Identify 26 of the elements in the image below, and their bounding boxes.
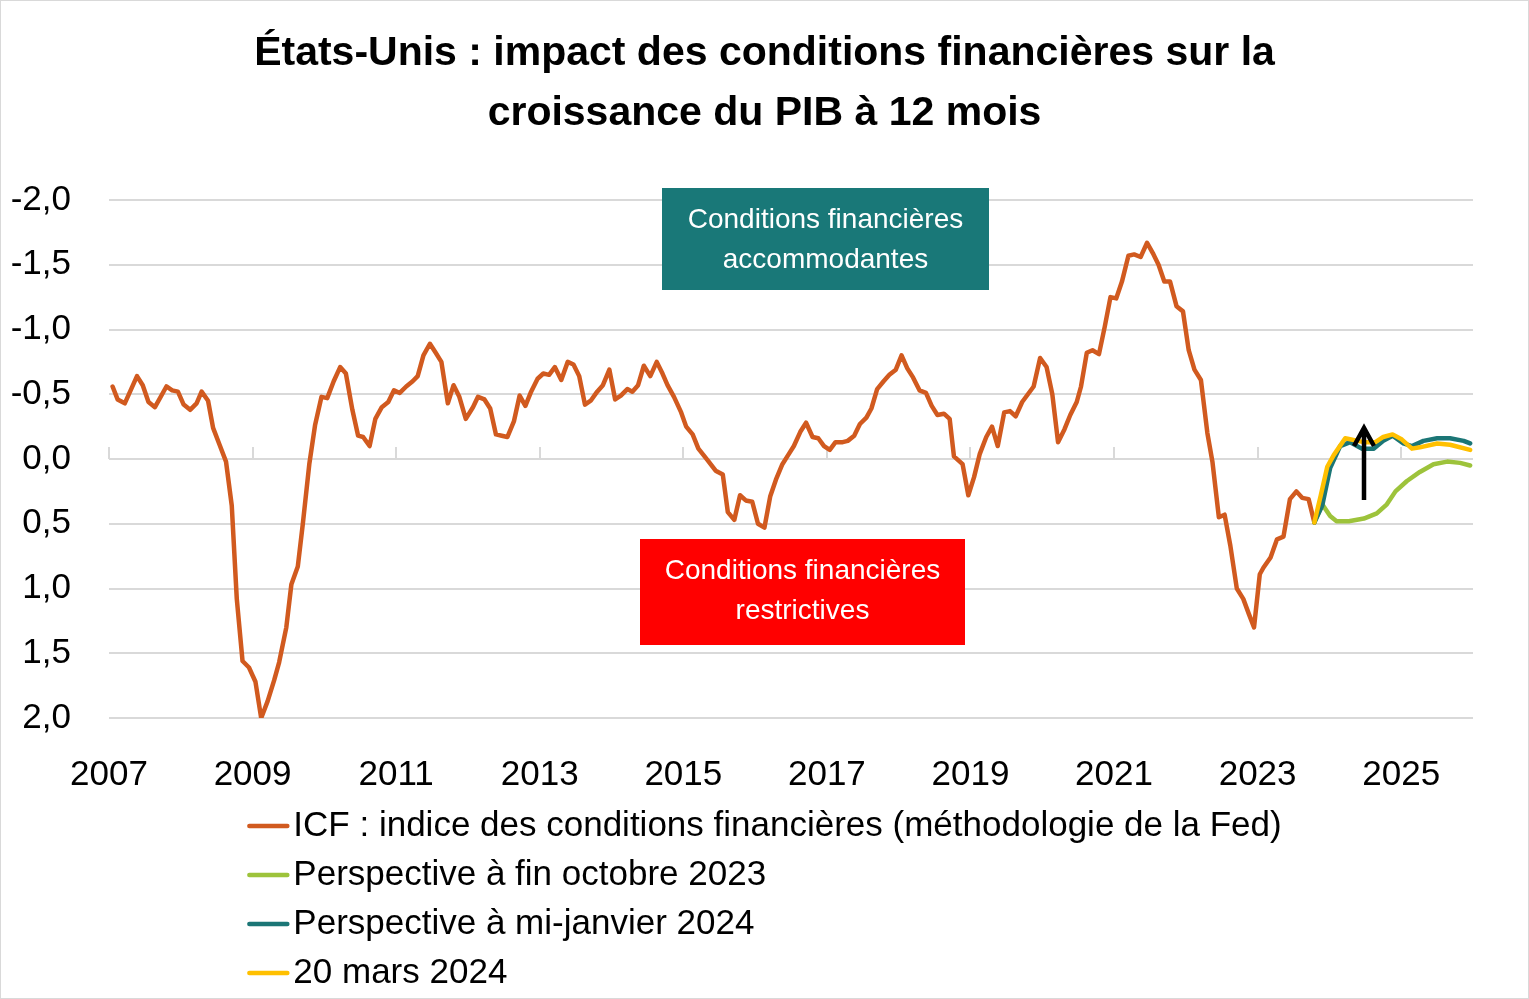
legend-label: 20 mars 2024 bbox=[293, 950, 508, 990]
y-tick-label: -1,0 bbox=[10, 307, 71, 347]
x-tick-label: 2023 bbox=[1218, 752, 1297, 792]
y-tick-label: -0,5 bbox=[10, 371, 71, 411]
x-tick-label: 2019 bbox=[931, 752, 1010, 792]
legend-label: Perspective à fin octobre 2023 bbox=[293, 852, 767, 892]
y-tick-label: -2,0 bbox=[10, 177, 71, 217]
x-tick-label: 2015 bbox=[644, 752, 723, 792]
legend-label: Perspective à mi-janvier 2024 bbox=[293, 901, 755, 941]
x-tick-label: 2017 bbox=[787, 752, 866, 792]
y-tick-label: 1,5 bbox=[22, 630, 71, 670]
x-tick-label: 2007 bbox=[70, 752, 148, 792]
legend-label: ICF : indice des conditions financières (méthodologie de la Fed) bbox=[293, 803, 1282, 843]
x-tick-label: 2025 bbox=[1362, 752, 1441, 792]
chart-title: États-Unis : impact des conditions financières sur la croissance du PIB à 12 mois bbox=[253, 27, 1276, 136]
x-tick-label: 2021 bbox=[1075, 752, 1153, 792]
y-tick-label: 0,5 bbox=[22, 501, 71, 541]
x-tick-label: 2009 bbox=[213, 752, 292, 792]
annotation: Conditions financières restrictives bbox=[640, 539, 965, 645]
x-tick-label: 2013 bbox=[500, 752, 579, 792]
x-tick-label: 2011 bbox=[358, 752, 434, 792]
y-tick-label: 2,0 bbox=[22, 695, 71, 735]
annotation: Conditions financières accommodantes bbox=[662, 188, 989, 290]
y-tick-label: 1,0 bbox=[22, 566, 71, 606]
y-tick-label: 0,0 bbox=[22, 436, 71, 476]
y-tick-label: -1,5 bbox=[10, 242, 71, 282]
